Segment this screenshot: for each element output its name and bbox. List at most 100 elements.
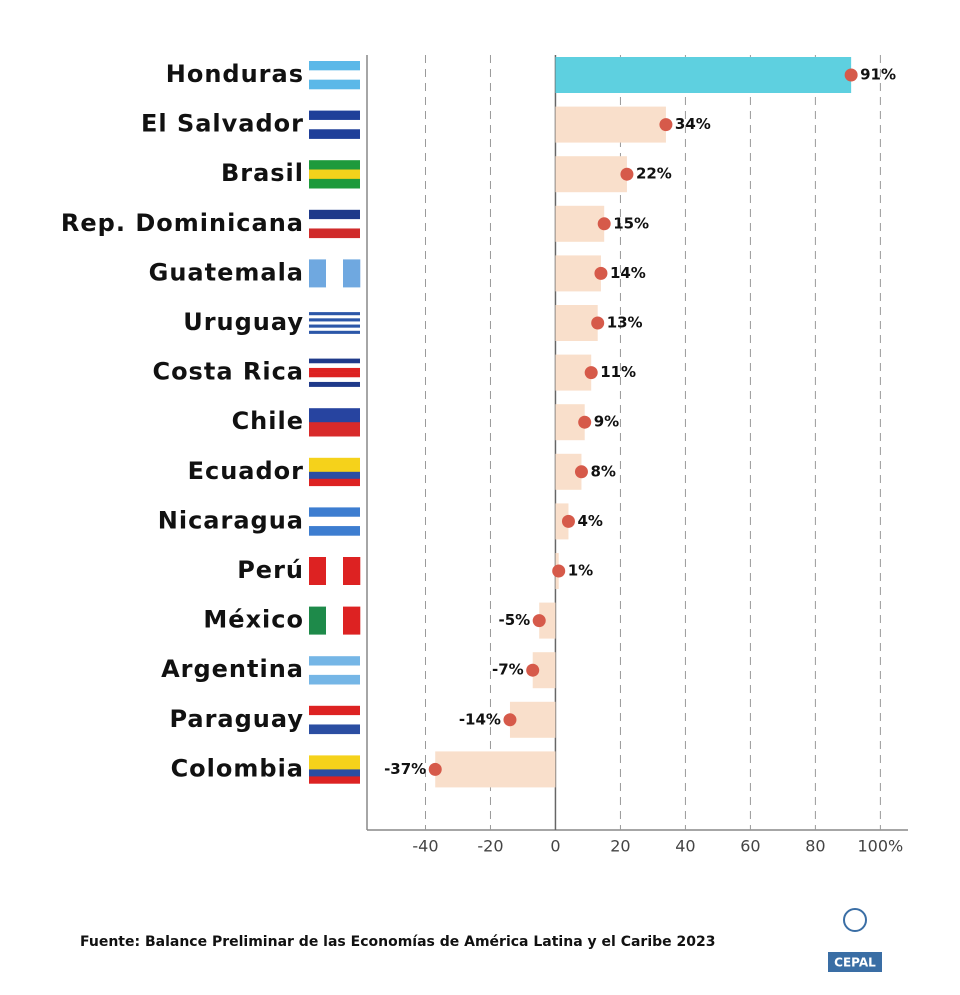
flag-stripe — [326, 557, 344, 585]
flag-stripe — [309, 110, 360, 121]
category-label: México — [203, 606, 304, 634]
category-label: Rep. Dominicana — [61, 209, 304, 237]
flag-stripe — [343, 606, 361, 635]
bars: 91% 34% 22% 15% 14% 13% 11% 9% 8% 4% 1% -5% -7% -14% -… — [384, 57, 896, 788]
flag-stripe — [309, 61, 360, 71]
marker — [594, 266, 608, 280]
flag-stripe — [326, 259, 344, 288]
flag-stripe — [309, 557, 327, 585]
flag-stripe — [309, 665, 360, 676]
flag-stripe — [309, 776, 360, 784]
marker — [428, 762, 442, 776]
value-label: 9% — [594, 413, 619, 431]
flag — [309, 259, 361, 288]
flag-stripe — [309, 769, 360, 777]
flag-stripe — [309, 209, 360, 220]
value-label: 8% — [590, 462, 615, 480]
value-label: -14% — [459, 710, 501, 728]
logo-box — [828, 952, 882, 972]
value-label: 91% — [860, 66, 896, 84]
flag-stripe — [309, 408, 360, 423]
flag-stripe — [309, 762, 360, 770]
flag-stripe — [309, 656, 360, 666]
flag-stripe — [309, 79, 360, 90]
flag-stripe — [309, 333, 360, 338]
flag-stripe — [309, 755, 360, 763]
x-tick-label: 100% — [858, 837, 904, 856]
value-label: -5% — [499, 611, 531, 629]
flag-stripe — [309, 381, 360, 387]
flag-stripe — [309, 119, 360, 130]
category-label: Chile — [232, 407, 304, 435]
bar — [435, 751, 556, 788]
flag-stripe — [309, 318, 360, 322]
value-label: -7% — [492, 661, 524, 679]
value-label: 15% — [613, 214, 649, 232]
marker — [659, 118, 673, 132]
flag — [309, 705, 360, 735]
flag-stripe — [309, 169, 360, 180]
x-tick-label: 80 — [805, 837, 825, 856]
marker — [503, 713, 517, 727]
x-tick-label: 20 — [610, 837, 630, 856]
value-label: 13% — [607, 314, 643, 332]
category-label: Honduras — [166, 60, 304, 88]
flag — [309, 557, 361, 585]
logo: CEPAL — [828, 908, 882, 972]
bar — [555, 106, 666, 143]
marker — [584, 366, 598, 380]
marker — [844, 68, 858, 82]
marker — [574, 465, 588, 479]
flag-stripe — [309, 372, 360, 378]
flag — [309, 209, 360, 239]
flag-stripe — [309, 259, 327, 288]
un-emblem — [843, 908, 867, 932]
category-label: Costa Rica — [152, 358, 304, 386]
flag-stripe — [309, 507, 360, 518]
flag — [309, 656, 360, 685]
flag-stripe — [309, 70, 360, 80]
x-tick-label: -40 — [412, 837, 438, 856]
flag — [309, 160, 360, 189]
flag-stripe — [309, 526, 360, 536]
flag — [309, 309, 360, 338]
flag-stripe — [309, 471, 360, 480]
flag — [309, 755, 360, 784]
flag-stripe — [309, 129, 360, 139]
value-label: 22% — [636, 165, 672, 183]
x-tick-label: 60 — [740, 837, 760, 856]
flag-stripe — [343, 259, 361, 288]
flag — [309, 408, 360, 437]
flag-stripe — [309, 367, 360, 373]
x-tick-label: 0 — [550, 837, 560, 856]
flag — [309, 507, 360, 536]
flag — [309, 61, 360, 90]
category-label: Argentina — [161, 655, 304, 683]
logo-text: CEPAL — [834, 956, 876, 970]
category-label: El Salvador — [141, 110, 304, 138]
source: Fuente: Balance Preliminar de las Econom… — [80, 934, 715, 950]
flag-stripe — [309, 422, 360, 437]
value-label: -37% — [384, 760, 426, 778]
flag-stripe — [309, 606, 327, 635]
value-label: 4% — [577, 512, 602, 530]
flag — [309, 457, 360, 487]
flag-stripe — [309, 724, 360, 735]
marker — [597, 217, 611, 231]
flag-stripe — [309, 674, 360, 685]
flag-stripe — [309, 330, 360, 335]
category-label: Paraguay — [169, 705, 304, 733]
marker — [591, 316, 605, 330]
flag-stripe — [309, 178, 360, 189]
flag-stripe — [309, 358, 360, 364]
value-label: 11% — [600, 363, 636, 381]
flag — [309, 110, 360, 139]
bar — [532, 652, 556, 689]
marker — [620, 167, 634, 181]
x-tick-label: -20 — [477, 837, 503, 856]
bar — [555, 305, 598, 341]
flag-stripe — [309, 160, 360, 170]
category-label: Ecuador — [188, 457, 304, 485]
flag-stripe — [309, 478, 360, 487]
